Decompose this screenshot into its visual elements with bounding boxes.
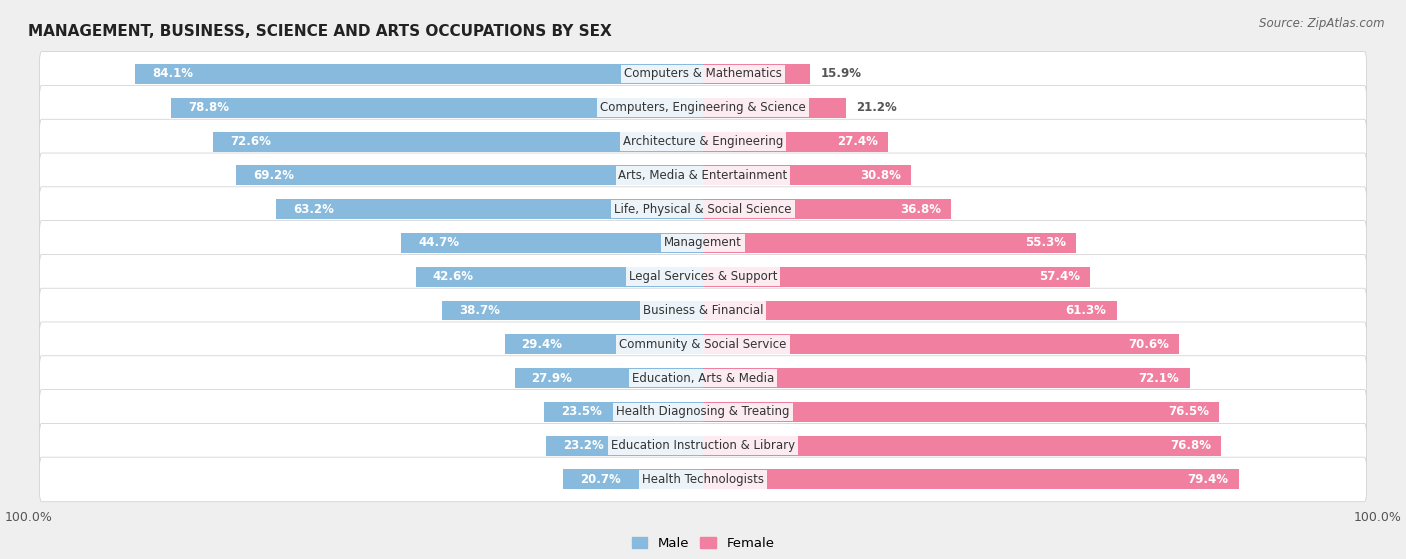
Bar	[703, 301, 1116, 320]
Bar	[703, 368, 1189, 388]
Text: 38.7%: 38.7%	[458, 304, 499, 317]
Bar	[703, 98, 846, 118]
Text: 29.4%: 29.4%	[522, 338, 562, 351]
FancyBboxPatch shape	[39, 390, 1367, 434]
Text: 36.8%: 36.8%	[900, 202, 941, 216]
Text: Education Instruction & Library: Education Instruction & Library	[612, 439, 794, 452]
Bar	[703, 470, 1239, 490]
Text: Life, Physical & Social Science: Life, Physical & Social Science	[614, 202, 792, 216]
Text: MANAGEMENT, BUSINESS, SCIENCE AND ARTS OCCUPATIONS BY SEX: MANAGEMENT, BUSINESS, SCIENCE AND ARTS O…	[28, 25, 612, 40]
Bar	[401, 233, 703, 253]
Bar	[703, 435, 1222, 456]
Bar	[703, 165, 911, 186]
Text: 42.6%: 42.6%	[433, 270, 474, 283]
FancyBboxPatch shape	[39, 457, 1367, 502]
Text: 70.6%: 70.6%	[1129, 338, 1170, 351]
Text: 57.4%: 57.4%	[1039, 270, 1080, 283]
Text: 84.1%: 84.1%	[152, 68, 193, 80]
Text: 23.5%: 23.5%	[561, 405, 602, 418]
FancyBboxPatch shape	[39, 86, 1367, 130]
Bar	[416, 267, 703, 287]
Text: Arts, Media & Entertainment: Arts, Media & Entertainment	[619, 169, 787, 182]
Text: Source: ZipAtlas.com: Source: ZipAtlas.com	[1260, 17, 1385, 30]
Text: 61.3%: 61.3%	[1066, 304, 1107, 317]
Text: 76.8%: 76.8%	[1170, 439, 1211, 452]
Text: 15.9%: 15.9%	[821, 68, 862, 80]
Text: 69.2%: 69.2%	[253, 169, 294, 182]
Text: Health Diagnosing & Treating: Health Diagnosing & Treating	[616, 405, 790, 418]
Text: 20.7%: 20.7%	[581, 473, 621, 486]
Text: 55.3%: 55.3%	[1025, 236, 1066, 249]
Legend: Male, Female: Male, Female	[626, 532, 780, 555]
Text: Management: Management	[664, 236, 742, 249]
Bar	[505, 334, 703, 354]
Text: Architecture & Engineering: Architecture & Engineering	[623, 135, 783, 148]
Text: 27.9%: 27.9%	[531, 372, 572, 385]
FancyBboxPatch shape	[39, 153, 1367, 198]
Bar	[703, 131, 889, 151]
Bar	[172, 98, 703, 118]
Bar	[703, 233, 1076, 253]
Bar	[703, 334, 1180, 354]
FancyBboxPatch shape	[39, 254, 1367, 299]
Bar	[277, 199, 703, 219]
FancyBboxPatch shape	[39, 119, 1367, 164]
Text: Health Technologists: Health Technologists	[643, 473, 763, 486]
Bar	[564, 470, 703, 490]
Text: 63.2%: 63.2%	[294, 202, 335, 216]
Text: Legal Services & Support: Legal Services & Support	[628, 270, 778, 283]
Bar	[515, 368, 703, 388]
Text: Community & Social Service: Community & Social Service	[619, 338, 787, 351]
FancyBboxPatch shape	[39, 356, 1367, 400]
Bar	[236, 165, 703, 186]
Text: 30.8%: 30.8%	[860, 169, 901, 182]
Bar	[703, 64, 810, 84]
Text: 23.2%: 23.2%	[564, 439, 605, 452]
Bar	[703, 199, 952, 219]
Bar	[214, 131, 703, 151]
FancyBboxPatch shape	[39, 51, 1367, 96]
Text: 78.8%: 78.8%	[188, 101, 229, 114]
FancyBboxPatch shape	[39, 187, 1367, 231]
Text: Education, Arts & Media: Education, Arts & Media	[631, 372, 775, 385]
Text: 76.5%: 76.5%	[1168, 405, 1209, 418]
Bar	[703, 402, 1219, 422]
Text: 44.7%: 44.7%	[418, 236, 460, 249]
Text: 79.4%: 79.4%	[1188, 473, 1229, 486]
Bar	[547, 435, 703, 456]
Bar	[441, 301, 703, 320]
Text: Computers & Mathematics: Computers & Mathematics	[624, 68, 782, 80]
Text: 72.6%: 72.6%	[231, 135, 271, 148]
Text: 72.1%: 72.1%	[1139, 372, 1180, 385]
Bar	[544, 402, 703, 422]
Text: Computers, Engineering & Science: Computers, Engineering & Science	[600, 101, 806, 114]
FancyBboxPatch shape	[39, 221, 1367, 265]
FancyBboxPatch shape	[39, 288, 1367, 333]
Text: Business & Financial: Business & Financial	[643, 304, 763, 317]
Text: 21.2%: 21.2%	[856, 101, 897, 114]
Bar	[135, 64, 703, 84]
FancyBboxPatch shape	[39, 322, 1367, 367]
Bar	[703, 267, 1091, 287]
Text: 27.4%: 27.4%	[837, 135, 877, 148]
FancyBboxPatch shape	[39, 423, 1367, 468]
